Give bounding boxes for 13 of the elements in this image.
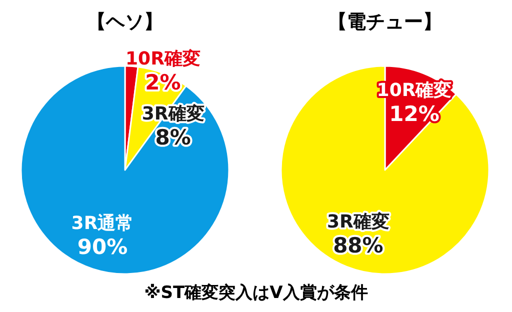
data-label: 2% — [145, 70, 181, 95]
pie-slice — [280, 65, 490, 275]
data-label: 88% — [333, 234, 384, 258]
chart-title: 【ヘソ】 — [87, 11, 163, 33]
slice-label: 3R通常 — [71, 213, 134, 234]
pie-slice — [20, 65, 230, 275]
text: ※ST確変突入はV入賞が条件 — [144, 283, 368, 303]
chart-title: 【電チュー】 — [328, 11, 442, 33]
data-label: 12% — [389, 102, 440, 126]
data-label: 90% — [77, 235, 128, 260]
data-label: 8% — [155, 125, 191, 150]
slice-label: 10R確変 — [126, 48, 200, 70]
slice-label: 3R確変 — [327, 212, 390, 233]
